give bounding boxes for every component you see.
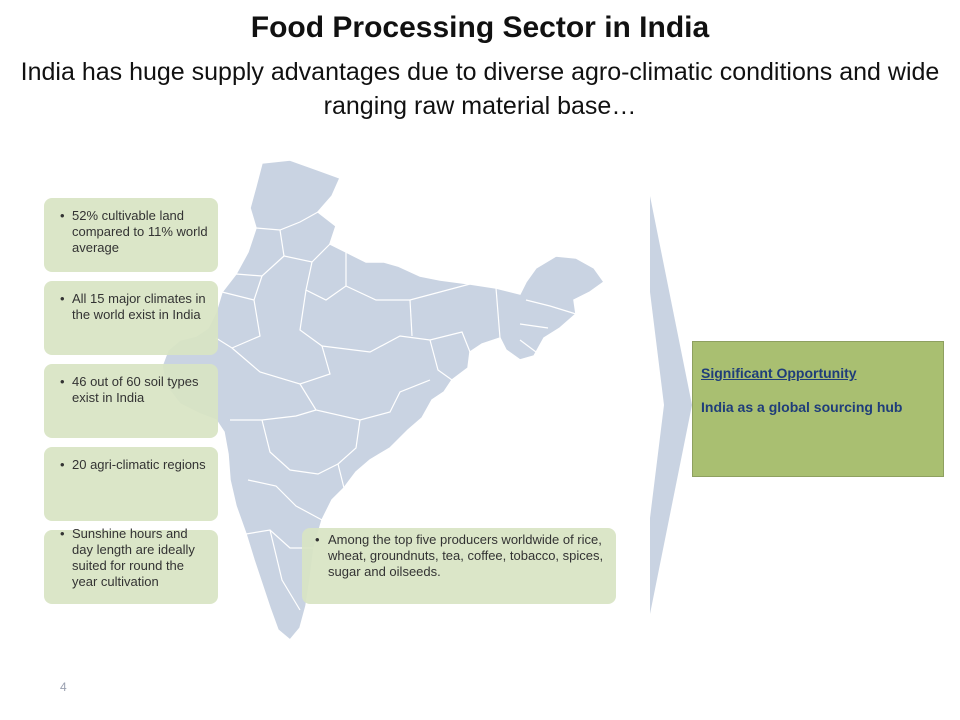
page-number: 4 bbox=[60, 680, 67, 694]
bullet: • bbox=[315, 532, 320, 547]
bullet: • bbox=[60, 208, 65, 223]
fact-cultivable-land: • 52% cultivable land compared to 11% wo… bbox=[44, 198, 218, 272]
fact-text: 52% cultivable land compared to 11% worl… bbox=[72, 208, 208, 255]
slide-subtitle: India has huge supply advantages due to … bbox=[20, 58, 940, 120]
fact-climates: • All 15 major climates in the world exi… bbox=[44, 281, 218, 355]
bullet: • bbox=[60, 457, 65, 472]
fact-text: 46 out of 60 soil types exist in India bbox=[72, 374, 199, 405]
fact-text: Sunshine hours and day length are ideall… bbox=[72, 526, 195, 589]
fact-text: Among the top five producers worldwide o… bbox=[328, 532, 604, 579]
bullet: • bbox=[60, 291, 65, 306]
fact-agri-regions: • 20 agri-climatic regions bbox=[44, 447, 218, 521]
fact-sunshine-hours: • Sunshine hours and day length are idea… bbox=[44, 526, 218, 604]
bullet: • bbox=[60, 526, 65, 541]
fact-top-producers: • Among the top five producers worldwide… bbox=[302, 528, 616, 604]
chevron-arrow-icon bbox=[650, 196, 692, 614]
fact-soil-types: • 46 out of 60 soil types exist in India bbox=[44, 364, 218, 438]
opportunity-heading: Significant Opportunity bbox=[701, 365, 857, 381]
bullet: • bbox=[60, 374, 65, 389]
slide-title: Food Processing Sector in India bbox=[250, 11, 710, 44]
fact-text: All 15 major climates in the world exist… bbox=[72, 291, 206, 322]
india-state-borders bbox=[215, 211, 577, 611]
opportunity-body: India as a global sourcing hub bbox=[701, 399, 903, 415]
fact-text: 20 agri-climatic regions bbox=[72, 457, 206, 472]
opportunity-box: Significant Opportunity India as a globa… bbox=[692, 341, 944, 477]
